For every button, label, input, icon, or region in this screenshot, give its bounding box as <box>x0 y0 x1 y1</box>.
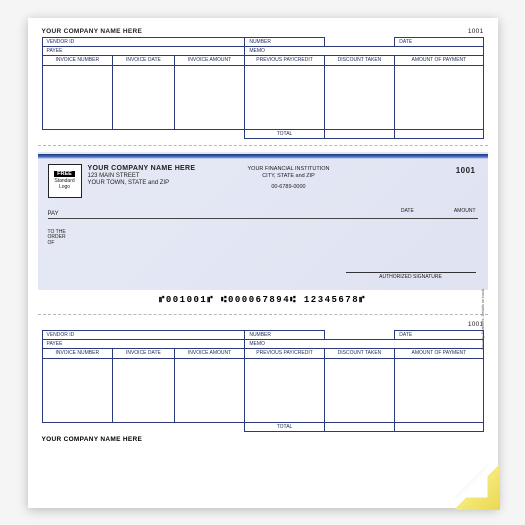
col-invoice-number: INVOICE NUMBER <box>42 55 113 65</box>
micr-line: ⑈001001⑈ ⑆000067894⑆ 12345678⑈ <box>42 290 484 308</box>
total-label: TOTAL <box>245 129 324 138</box>
col-invoice-date: INVOICE DATE <box>113 55 175 65</box>
payee-label: PAYEE <box>45 47 65 55</box>
logo-line2: Logo <box>59 184 70 190</box>
date-label: DATE <box>397 38 414 46</box>
logo-free: FREE <box>54 171 75 178</box>
pay-line: PAY <box>48 218 478 219</box>
check-company-name: YOUR COMPANY NAME HERE <box>88 164 196 173</box>
check-date-label: DATE <box>401 208 414 214</box>
stub-table-top: VENDOR ID NUMBER DATE PAYEE MEMO INVOICE… <box>42 37 484 139</box>
company-name-footer: YOUR COMPANY NAME HERE <box>42 436 484 443</box>
bank-routing: 00-6789-0000 <box>248 184 330 191</box>
col-previous-pay: PREVIOUS PAY/CREDIT <box>245 55 324 65</box>
top-stub: YOUR COMPANY NAME HERE 1001 VENDOR ID NU… <box>42 28 484 139</box>
check-body: FREE Standard Logo YOUR COMPANY NAME HER… <box>38 152 488 290</box>
pay-label: PAY <box>48 211 59 217</box>
check-street: 123 MAIN STREET <box>88 173 196 181</box>
order-of-block: TO THE ORDER OF <box>48 230 66 247</box>
perforation-bottom <box>38 314 488 315</box>
logo-box: FREE Standard Logo <box>48 164 82 198</box>
bank-name: YOUR FINANCIAL INSTITUTION <box>248 166 330 173</box>
check-city: YOUR TOWN, STATE and ZIP <box>88 180 196 188</box>
bank-block: YOUR FINANCIAL INSTITUTION CITY, STATE a… <box>248 166 330 191</box>
col-amount-payment: AMOUNT OF PAYMENT <box>395 55 483 65</box>
col-discount: DISCOUNT TAKEN <box>324 55 395 65</box>
check-band <box>38 154 488 159</box>
perforation-top <box>38 145 488 146</box>
number-label: NUMBER <box>247 38 273 46</box>
check-sheet: YOUR COMPANY NAME HERE 1001 VENDOR ID NU… <box>28 18 498 508</box>
check-amount-label: AMOUNT <box>454 208 476 214</box>
company-address-block: YOUR COMPANY NAME HERE 123 MAIN STREET Y… <box>88 164 196 198</box>
security-text: Security Features. Details on back. <box>481 288 486 350</box>
check-number-top: 1001 <box>468 28 484 35</box>
signature-line: AUTHORIZED SIGNATURE <box>346 272 476 280</box>
stub-table-bottom: VENDOR ID NUMBER DATE PAYEE MEMO INVOICE… <box>42 330 484 432</box>
vendor-id-label: VENDOR ID <box>45 38 77 46</box>
page-curl <box>454 464 500 510</box>
col-invoice-amount: INVOICE AMOUNT <box>174 55 245 65</box>
check-number: 1001 <box>456 166 476 175</box>
bottom-stub: 1001 VENDOR ID NUMBER DATE PAYEE MEMO IN… <box>42 321 484 432</box>
memo-label: MEMO <box>247 47 267 55</box>
bank-city: CITY, STATE and ZIP <box>248 173 330 180</box>
company-name-top: YOUR COMPANY NAME HERE <box>42 28 143 35</box>
